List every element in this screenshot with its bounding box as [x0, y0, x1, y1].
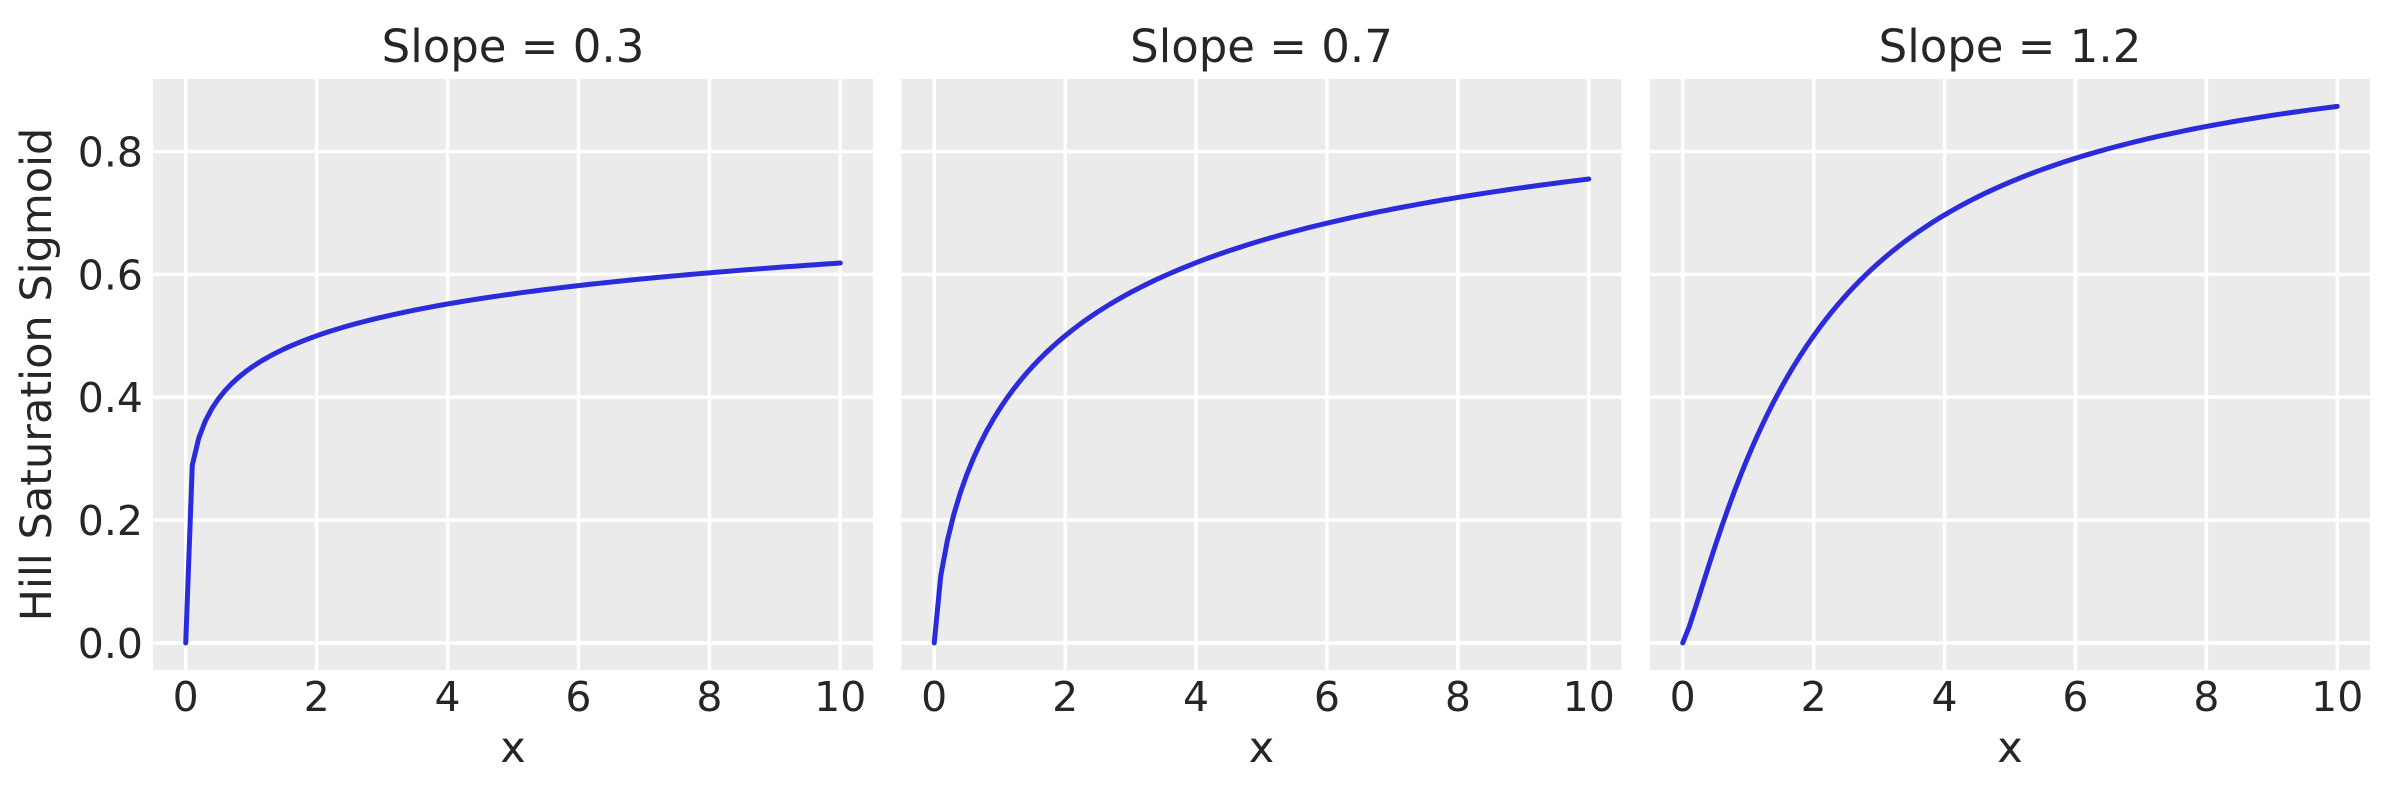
x-tick-label: 4 — [1183, 673, 1209, 721]
x-tick-label: 10 — [1563, 673, 1615, 721]
axes-background — [1650, 79, 2370, 670]
x-axis-label: x — [1249, 723, 1274, 773]
x-tick-label: 0 — [1670, 673, 1696, 721]
x-tick-label: 0 — [173, 673, 199, 721]
y-tick-label: 0.8 — [78, 128, 143, 176]
x-tick-label: 2 — [1801, 673, 1827, 721]
x-tick-label: 2 — [1052, 673, 1078, 721]
y-tick-label: 0.2 — [78, 497, 143, 545]
x-tick-label: 8 — [696, 673, 722, 721]
subplot-title: Slope = 1.2 — [1879, 20, 2142, 73]
x-axis-label: x — [1997, 723, 2022, 773]
x-tick-label: 10 — [814, 673, 866, 721]
y-axis-label: Hill Saturation Sigmoid — [12, 128, 62, 622]
subplot-slope-0.3: 0 2 4 6 8 10 0.0 0.2 0.4 0.6 0.8 — [78, 79, 873, 721]
y-tick-label: 0.6 — [78, 251, 143, 299]
subplot-slope-1.2: 0 2 4 6 8 10 — [1650, 79, 2370, 721]
x-tick-label: 6 — [1314, 673, 1340, 721]
x-tick-label: 8 — [2193, 673, 2219, 721]
y-tick-label: 0.0 — [78, 620, 143, 668]
x-axis-label: x — [500, 723, 525, 773]
x-tick-label: 4 — [434, 673, 460, 721]
hill-curve — [1680, 103, 2340, 646]
x-tick-label: 6 — [565, 673, 591, 721]
y-tick-label: 0.4 — [78, 374, 143, 422]
subplot-title: Slope = 0.7 — [1130, 20, 1393, 73]
x-tick-label: 4 — [1931, 673, 1957, 721]
x-tick-label: 6 — [2062, 673, 2088, 721]
subplot-slope-0.7: 0 2 4 6 8 10 — [901, 79, 1622, 721]
axes-background — [153, 79, 873, 670]
x-tick-label: 0 — [921, 673, 947, 721]
axes-background — [901, 79, 1622, 670]
hill-curve — [183, 260, 843, 646]
x-tick-label: 8 — [1445, 673, 1471, 721]
x-tick-label: 2 — [304, 673, 330, 721]
subplot-title: Slope = 0.3 — [382, 20, 645, 73]
x-tick-label: 10 — [2311, 673, 2363, 721]
hill-curve — [931, 176, 1592, 646]
